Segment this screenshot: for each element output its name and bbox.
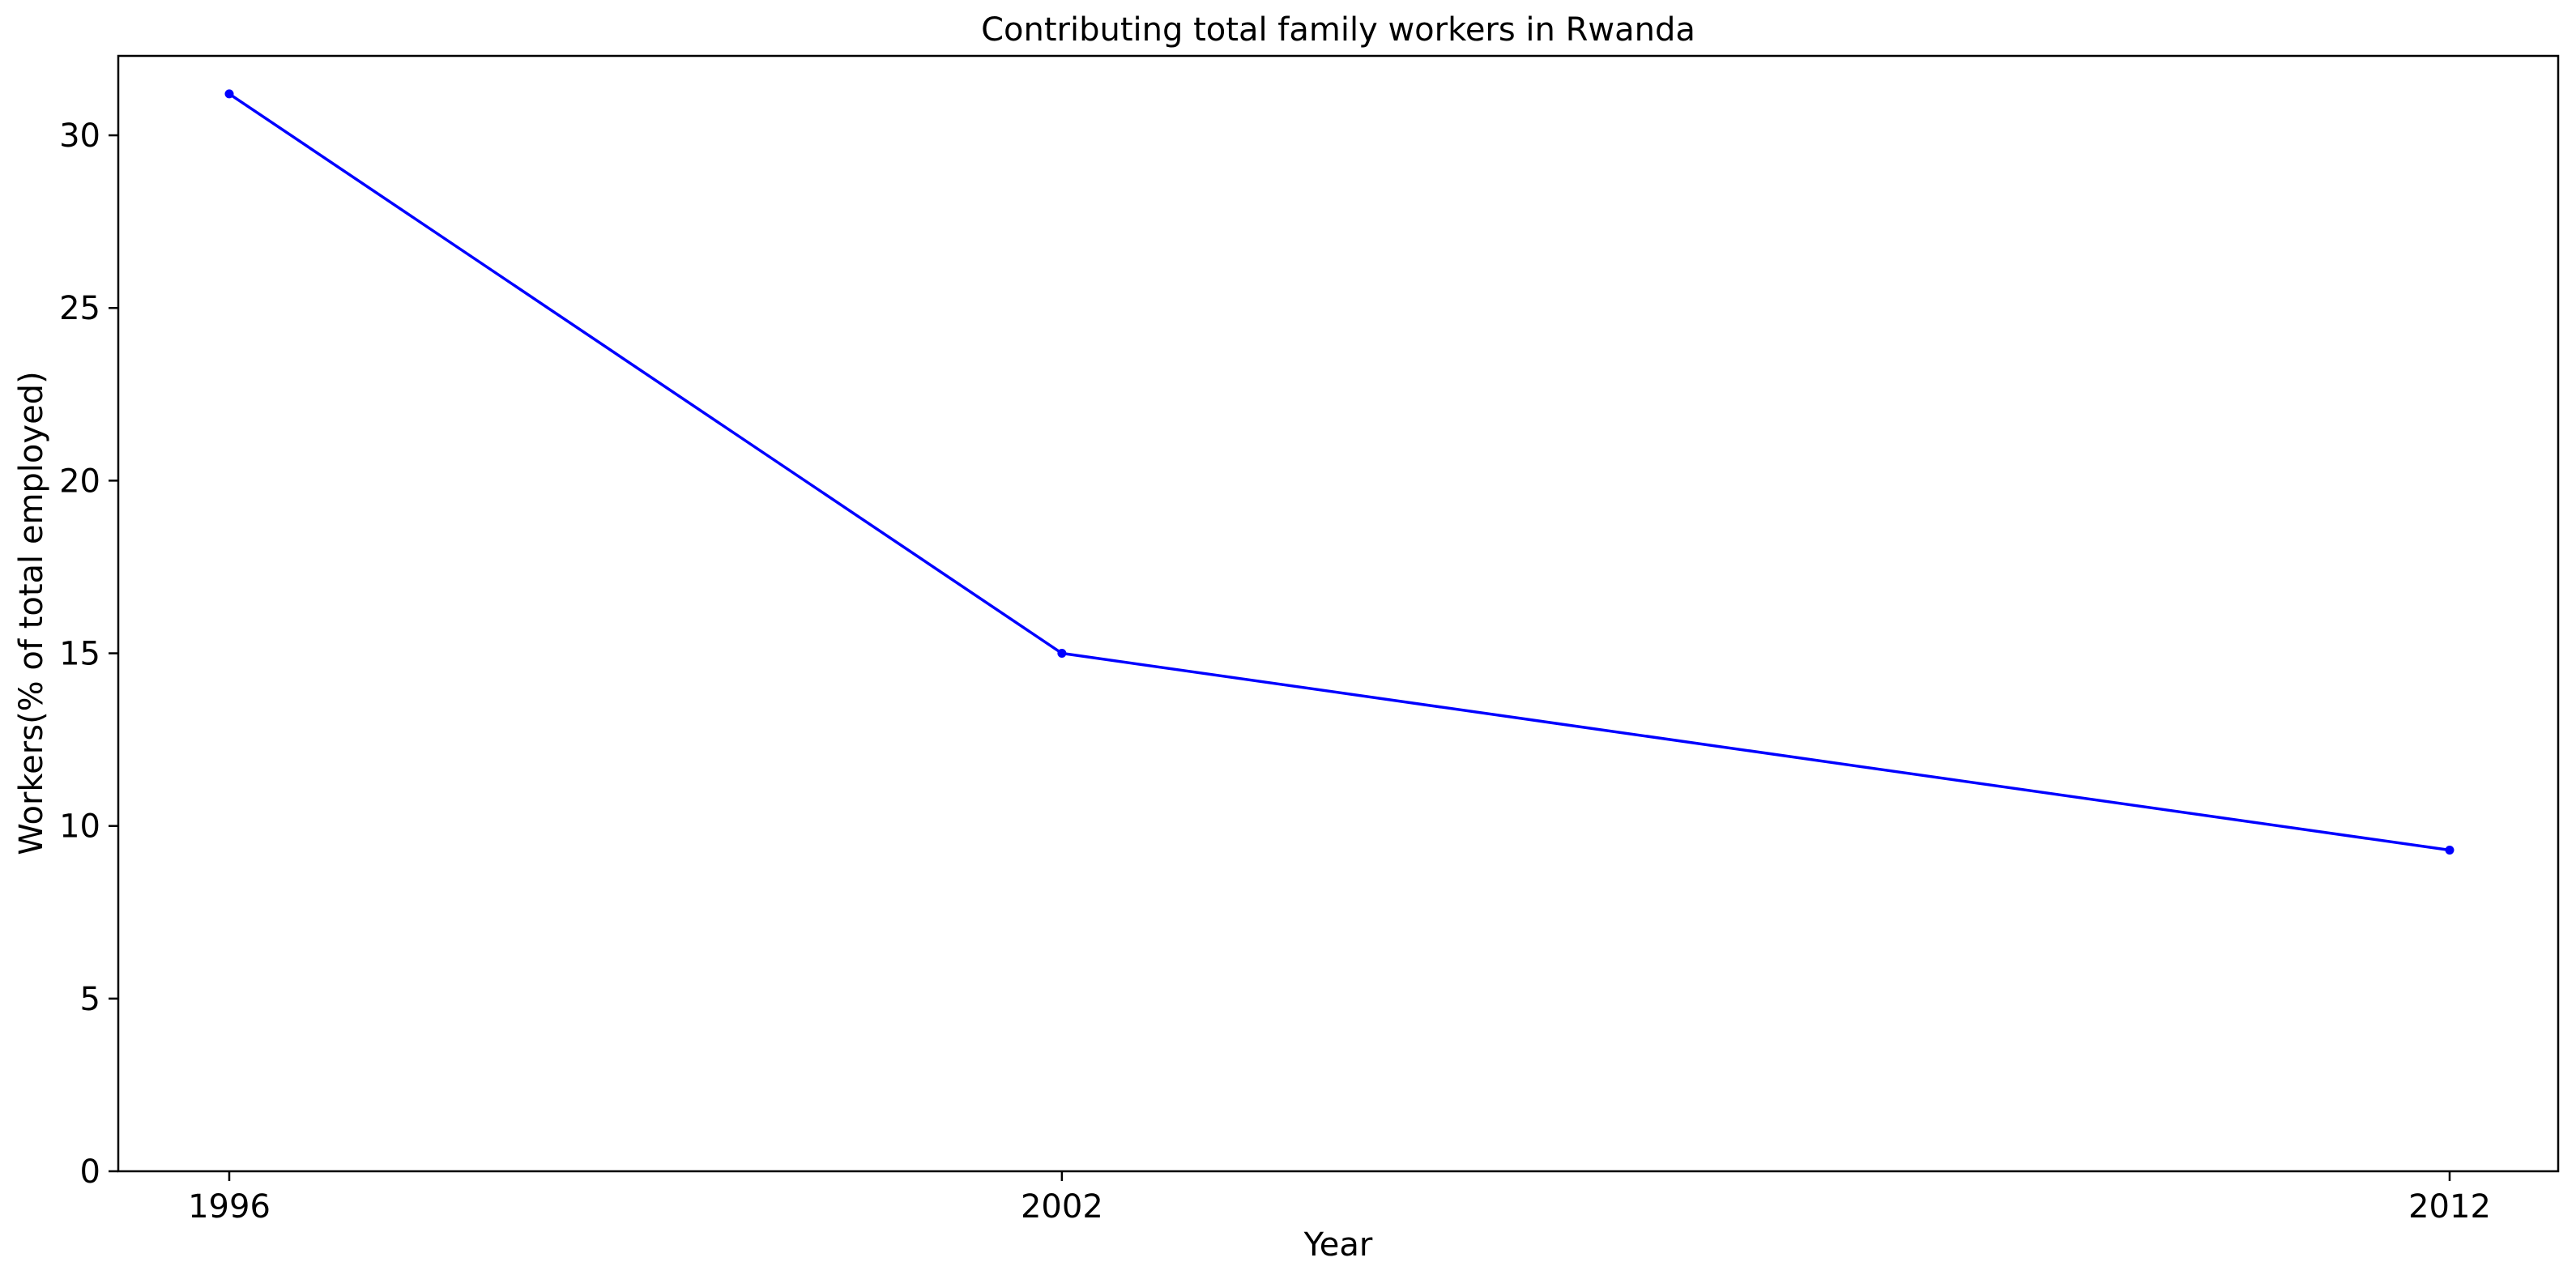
data-point [224, 89, 234, 99]
x-tick-label: 2002 [1021, 1188, 1103, 1226]
y-axis: 0 5 10 15 20 25 30 [59, 117, 118, 1191]
chart-title: Contributing total family workers in Rwa… [981, 11, 1695, 49]
y-tick-label: 0 [80, 1153, 100, 1191]
plot-area-frame [117, 54, 2560, 1173]
series-layer [224, 89, 2454, 855]
y-tick-label: 30 [59, 117, 100, 155]
x-axis: 1996 2002 2012 [188, 1171, 2491, 1226]
data-point [1057, 649, 1067, 659]
y-tick-label: 5 [80, 981, 100, 1018]
y-tick-label: 15 [59, 636, 100, 673]
x-axis-label: Year [1303, 1226, 1373, 1264]
y-axis-label: Workers(% of total employed) [13, 371, 50, 855]
y-tick-label: 20 [59, 463, 100, 500]
x-tick-label: 1996 [188, 1188, 271, 1226]
x-tick-label: 2012 [2408, 1188, 2491, 1226]
series-line [228, 92, 2450, 852]
data-point [2445, 846, 2454, 855]
y-tick-label: 10 [59, 808, 100, 846]
y-tick-label: 25 [59, 290, 100, 327]
